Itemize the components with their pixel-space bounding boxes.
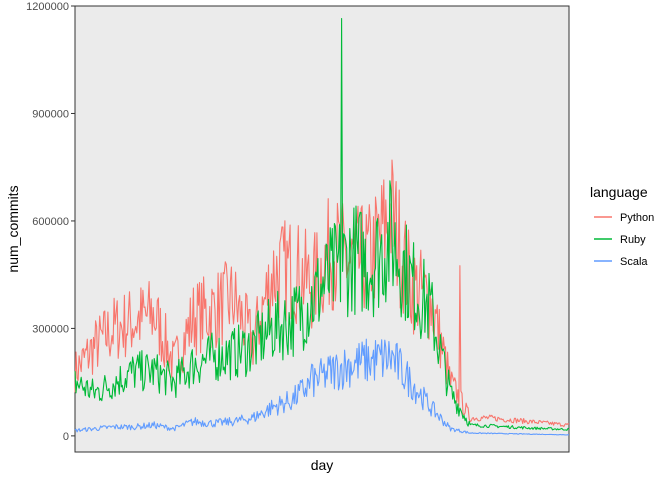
legend-title: language — [590, 184, 648, 200]
y-tick-label: 1200000 — [26, 1, 69, 13]
legend-items: Python Ruby Scala — [594, 212, 654, 268]
y-tick-label: 300000 — [32, 323, 69, 335]
y-axis: 0 300000 600000 900000 1200000 — [26, 1, 75, 443]
series-line-scala — [74, 338, 570, 436]
series-line-python — [74, 159, 570, 428]
legend-label-scala: Scala — [620, 256, 648, 268]
legend-label-python: Python — [620, 212, 654, 224]
y-tick-label: 900000 — [32, 108, 69, 120]
series-layer — [74, 17, 570, 436]
y-axis-title: num_commits — [5, 185, 21, 272]
legend: language Python Ruby Scala — [590, 184, 654, 268]
y-tick-label: 0 — [63, 431, 69, 443]
series-line-ruby — [74, 17, 570, 431]
x-axis-title: day — [311, 457, 334, 473]
y-tick-label: 600000 — [32, 216, 69, 228]
plot-panel — [74, 5, 570, 453]
legend-label-ruby: Ruby — [620, 234, 646, 246]
